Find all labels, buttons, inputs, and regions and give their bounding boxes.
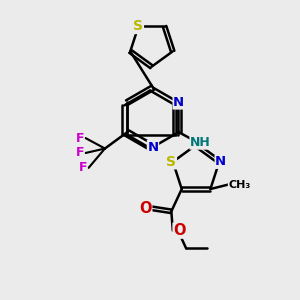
Text: N: N <box>173 96 184 109</box>
Text: F: F <box>75 132 84 145</box>
Text: S: S <box>134 20 143 34</box>
Text: S: S <box>167 155 176 169</box>
Text: O: O <box>139 201 152 216</box>
Text: F: F <box>78 161 87 174</box>
Text: F: F <box>75 146 84 160</box>
Text: O: O <box>173 223 186 238</box>
Text: N: N <box>215 155 226 168</box>
Text: CH₃: CH₃ <box>228 180 250 190</box>
Text: N: N <box>147 140 158 154</box>
Text: NH: NH <box>190 136 211 149</box>
